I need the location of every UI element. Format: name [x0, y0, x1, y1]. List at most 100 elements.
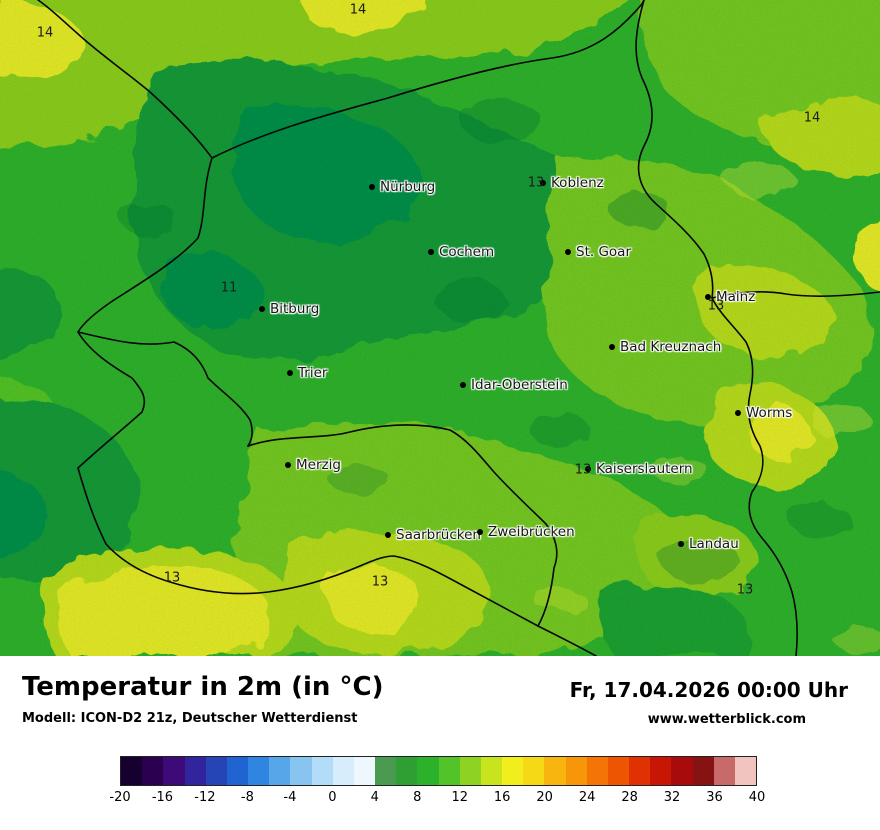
temp-value-label: 13	[574, 462, 592, 478]
city-label: Bitburg	[270, 301, 320, 317]
city-label: Bad Kreuznach	[620, 339, 722, 355]
temp-value-label: 14	[349, 2, 367, 18]
border-mosel	[77, 331, 253, 447]
city-label: Idar-Oberstein	[471, 377, 568, 393]
city-label: Saarbrücken	[396, 527, 481, 543]
city-label: Zweibrücken	[488, 524, 575, 540]
colorbar-cell	[290, 757, 312, 785]
city-label: Kaiserslautern	[596, 461, 693, 477]
city-label: Worms	[746, 405, 793, 421]
city-label: Merzig	[296, 457, 341, 473]
colorbar-tick: 16	[493, 790, 511, 805]
colorbar-tick: 12	[451, 790, 468, 805]
colorbar-cell	[375, 757, 397, 785]
city-marker-saarbruecken: Saarbrücken	[385, 527, 481, 543]
colorbar-cell	[142, 757, 164, 785]
colorbar-cell	[311, 757, 333, 785]
map-labels-layer: Nürburg Koblenz Cochem St. Goar Mainz Bitburg…	[37, 2, 821, 598]
state-borders	[37, 0, 880, 656]
forecast-datetime: Fr, 17.04.2026 00:00 Uhr	[569, 678, 848, 702]
city-dot	[385, 532, 391, 538]
border-mainz-east	[711, 291, 880, 299]
colorbar-cell	[417, 757, 439, 785]
city-dot	[705, 294, 711, 300]
colorbar-cell	[480, 757, 503, 785]
city-label: Koblenz	[551, 175, 604, 191]
colorbar-cell	[248, 757, 270, 785]
colorbar-cell	[650, 757, 672, 785]
city-label: Landau	[689, 536, 739, 552]
city-dot	[428, 249, 434, 255]
city-marker-cochem: Cochem	[428, 244, 494, 260]
temp-value-label: 11	[220, 280, 238, 296]
colorbar-tick: 36	[706, 790, 723, 805]
city-marker-mainz: Mainz	[705, 289, 755, 305]
map-title: Temperatur in 2m (in °C)	[22, 672, 384, 702]
temp-value-label: 13	[707, 298, 725, 314]
temp-value-label: 13	[736, 582, 754, 598]
temperature-map: Nürburg Koblenz Cochem St. Goar Mainz Bitburg…	[0, 0, 880, 656]
map-grain-texture	[0, 0, 880, 656]
colorbar-tick: 8	[413, 790, 422, 805]
colorbar-cell	[713, 757, 735, 785]
city-dot	[369, 184, 375, 190]
temp-value-label: 13	[163, 570, 181, 586]
city-dot	[259, 306, 265, 312]
city-dot	[540, 180, 546, 186]
city-marker-nuerburg: Nürburg	[369, 179, 435, 195]
colorbar-cell	[734, 757, 757, 785]
city-marker-zweibruecken: Zweibrücken	[477, 524, 575, 540]
city-label: Nürburg	[380, 179, 436, 195]
colorbar-cell	[269, 757, 291, 785]
temperature-colorbar	[120, 756, 757, 786]
colorbar-tick: -12	[194, 790, 216, 805]
temp-value-label: 13	[371, 574, 389, 590]
colorbar-cell	[629, 757, 651, 785]
colorbar-cell	[565, 757, 587, 785]
colorbar-cell	[523, 757, 545, 785]
model-info: Modell: ICON-D2 21z, Deutscher Wetterdie…	[22, 711, 358, 726]
colorbar-cell	[205, 757, 227, 785]
colorbar-tick: 32	[663, 790, 681, 805]
colorbar-cell	[502, 757, 524, 785]
border-france	[77, 467, 597, 656]
colorbar-cell	[544, 757, 566, 785]
city-dot	[285, 462, 291, 468]
city-marker-kaiserslautern: Kaiserslautern	[585, 461, 693, 477]
city-marker-idar-oberstein: Idar-Oberstein	[460, 377, 568, 393]
city-dot	[678, 541, 684, 547]
border-north	[211, 0, 645, 159]
border-northwest	[37, 0, 213, 159]
colorbar-tick: -16	[151, 790, 174, 805]
city-marker-trier: Trier	[287, 365, 327, 381]
colorbar-cell	[607, 757, 630, 785]
city-label: Mainz	[716, 289, 756, 305]
colorbar-cell	[332, 757, 354, 785]
city-label: Cochem	[439, 244, 495, 260]
city-marker-worms: Worms	[735, 405, 792, 421]
colorbar-cell	[396, 757, 418, 785]
city-dot	[477, 529, 483, 535]
border-saarland	[247, 424, 558, 627]
colorbar-cell	[459, 757, 481, 785]
colorbar-tick: 24	[578, 790, 596, 805]
colorbar-cell	[692, 757, 714, 785]
city-marker-merzig: Merzig	[285, 457, 341, 473]
colorbar-cell	[353, 757, 376, 785]
city-marker-bitburg: Bitburg	[259, 301, 319, 317]
colorbar-cell	[184, 757, 206, 785]
colorbar-tick: 0	[328, 790, 337, 805]
city-label: Trier	[298, 365, 328, 381]
colorbar-cell	[121, 757, 143, 785]
colorbar-tick: 40	[748, 790, 766, 805]
footer: Temperatur in 2m (in °C) Modell: ICON-D2…	[0, 656, 880, 830]
city-dot	[609, 344, 615, 350]
colorbar-tick: 28	[621, 790, 638, 805]
colorbar-tick: 20	[536, 790, 553, 805]
temp-value-label: 13	[527, 175, 545, 191]
city-marker-landau: Landau	[678, 536, 739, 552]
city-dot	[565, 249, 571, 255]
colorbar-tick: 4	[370, 790, 379, 805]
colorbar-tick: -4	[283, 790, 297, 805]
